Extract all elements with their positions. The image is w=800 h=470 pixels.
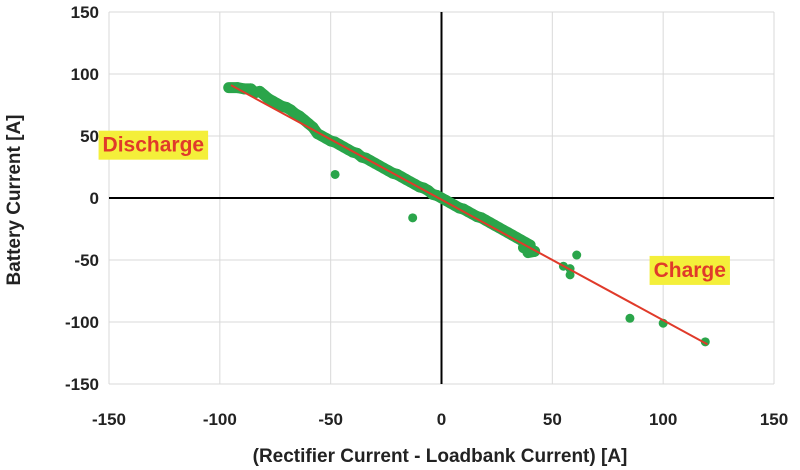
annotation-charge: Charge — [649, 255, 730, 285]
annotations: Discharge Charge — [98, 130, 730, 285]
scatter-point — [572, 250, 582, 260]
x-tick-label: 100 — [649, 410, 677, 429]
x-axis-title: (Rectifier Current - Loadbank Current) [… — [253, 446, 628, 467]
y-tick-label: -150 — [65, 375, 99, 394]
trend-line — [230, 84, 708, 346]
y-tick-label: 0 — [90, 189, 99, 208]
x-tick-label: -150 — [92, 410, 126, 429]
x-tick-label: 0 — [437, 410, 446, 429]
y-tick-label: 100 — [71, 65, 99, 84]
annotation-background — [649, 255, 730, 285]
scatter-point — [565, 270, 575, 280]
scatter-point — [224, 83, 234, 93]
y-tick-label: -100 — [65, 313, 99, 332]
y-tick-label: 50 — [80, 127, 99, 146]
annotation-label: Discharge — [103, 134, 205, 157]
y-tick-label: 150 — [71, 3, 99, 22]
y-tick-label: -50 — [74, 251, 99, 270]
x-tick-labels: -150 -100 -50 0 50 100 150 — [92, 410, 788, 429]
trendline — [230, 84, 708, 346]
y-tick-labels: -150 -100 -50 0 50 100 150 — [65, 3, 99, 394]
y-axis-title: Battery Current [A] — [4, 114, 25, 285]
x-tick-label: -50 — [318, 410, 343, 429]
scatter-point — [625, 313, 635, 323]
x-tick-label: 50 — [543, 410, 562, 429]
annotation-background — [98, 130, 209, 160]
annotation-discharge: Discharge — [98, 130, 209, 160]
x-tick-label: 150 — [760, 410, 788, 429]
annotation-label: Charge — [654, 259, 726, 282]
x-tick-label: -100 — [203, 410, 237, 429]
scatter-point — [523, 248, 533, 258]
scatter-point — [330, 169, 340, 179]
scatter-point — [408, 213, 418, 223]
